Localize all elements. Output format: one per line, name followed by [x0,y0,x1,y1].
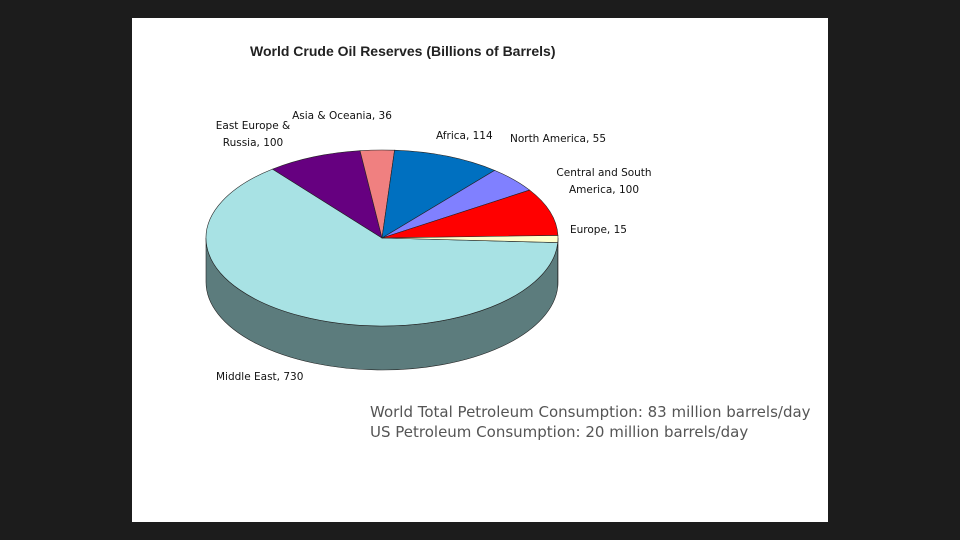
slice [381,235,559,243]
note: World Total Petroleum Consumption: 83 mi… [370,403,811,421]
data-label: East Europe & Russia, 100 [215,120,291,149]
data-label: Central and South America, 100 [556,167,652,196]
note: US Petroleum Consumption: 20 million bar… [370,423,749,441]
slice [381,189,559,239]
chart-title: World Crude Oil Reserves (Billions of Ba… [250,43,556,59]
slice [271,150,383,239]
slice [205,168,559,327]
data-label: Asia & Oceania, 36 [292,110,392,122]
data-label: Africa, 114 [436,130,493,142]
data-label: Middle East, 730 [216,371,304,383]
data-label: Europe, 15 [570,224,627,236]
slice [381,149,496,239]
data-label: North America, 55 [509,133,607,145]
